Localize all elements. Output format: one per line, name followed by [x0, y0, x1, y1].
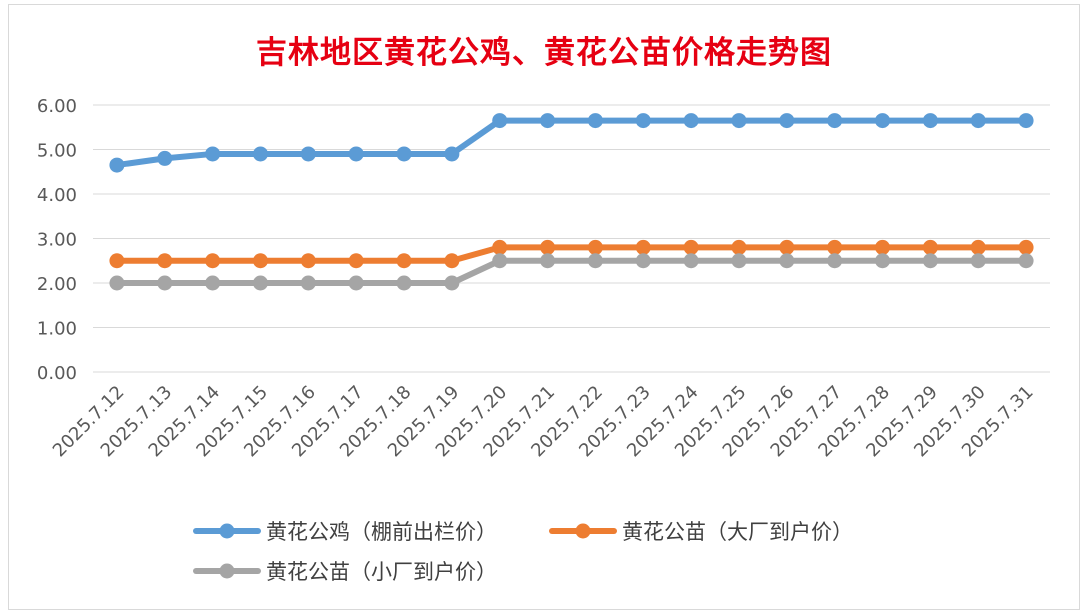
data-point	[157, 253, 173, 269]
data-point	[731, 253, 747, 269]
legend-label: 黄花公鸡（棚前出栏价）	[266, 520, 497, 544]
data-point	[396, 146, 412, 162]
data-point	[970, 253, 986, 269]
data-point	[444, 146, 460, 162]
data-point	[922, 239, 938, 255]
data-point	[540, 239, 556, 255]
y-tick-label: 5.00	[37, 141, 77, 162]
data-point	[444, 275, 460, 291]
data-point	[731, 113, 747, 129]
y-tick-label: 4.00	[37, 185, 77, 206]
data-point	[252, 275, 268, 291]
data-point	[348, 253, 364, 269]
data-point	[396, 253, 412, 269]
data-point	[683, 113, 699, 129]
data-point	[970, 113, 986, 129]
data-point	[827, 113, 843, 129]
data-point	[875, 253, 891, 269]
legend-label: 黄花公苗（小厂到户价）	[266, 560, 497, 584]
data-point	[922, 113, 938, 129]
data-point	[540, 253, 556, 269]
data-point	[875, 113, 891, 129]
data-point	[731, 239, 747, 255]
data-point	[683, 253, 699, 269]
data-point	[635, 239, 651, 255]
data-point	[540, 113, 556, 129]
data-point	[300, 275, 316, 291]
chart-title: 吉林地区黄花公鸡、黄花公苗价格走势图	[256, 35, 832, 71]
data-point	[396, 275, 412, 291]
y-tick-label: 0.00	[37, 363, 77, 384]
data-point	[492, 253, 508, 269]
legend-marker	[219, 563, 235, 579]
data-point	[635, 253, 651, 269]
data-point	[492, 239, 508, 255]
data-point	[157, 150, 173, 166]
data-point	[587, 113, 603, 129]
data-point	[348, 146, 364, 162]
data-point	[109, 253, 125, 269]
y-tick-label: 2.00	[37, 274, 77, 295]
series-line	[113, 117, 1030, 169]
data-point	[1018, 113, 1034, 129]
data-point	[970, 239, 986, 255]
data-point	[157, 275, 173, 291]
data-point	[587, 239, 603, 255]
data-point	[492, 113, 508, 129]
y-tick-label: 6.00	[37, 96, 77, 117]
legend-label: 黄花公苗（大厂到户价）	[622, 520, 853, 544]
data-point	[779, 253, 795, 269]
data-point	[252, 253, 268, 269]
legend-marker	[575, 523, 591, 539]
data-point	[300, 146, 316, 162]
y-tick-label: 3.00	[37, 230, 77, 251]
data-point	[205, 275, 221, 291]
data-point	[875, 239, 891, 255]
data-point	[109, 275, 125, 291]
data-point	[205, 146, 221, 162]
data-point	[205, 253, 221, 269]
data-point	[779, 239, 795, 255]
data-point	[635, 113, 651, 129]
data-point	[587, 253, 603, 269]
data-point	[827, 253, 843, 269]
series-line	[113, 244, 1030, 264]
legend-marker	[219, 523, 235, 539]
data-point	[683, 239, 699, 255]
data-point	[300, 253, 316, 269]
data-point	[1018, 239, 1034, 255]
data-point	[444, 253, 460, 269]
data-point	[1018, 253, 1034, 269]
data-point	[827, 239, 843, 255]
data-point	[252, 146, 268, 162]
data-point	[922, 253, 938, 269]
data-point	[348, 275, 364, 291]
y-tick-label: 1.00	[37, 319, 77, 340]
series-line	[113, 257, 1030, 286]
data-point	[779, 113, 795, 129]
data-point	[109, 157, 125, 173]
